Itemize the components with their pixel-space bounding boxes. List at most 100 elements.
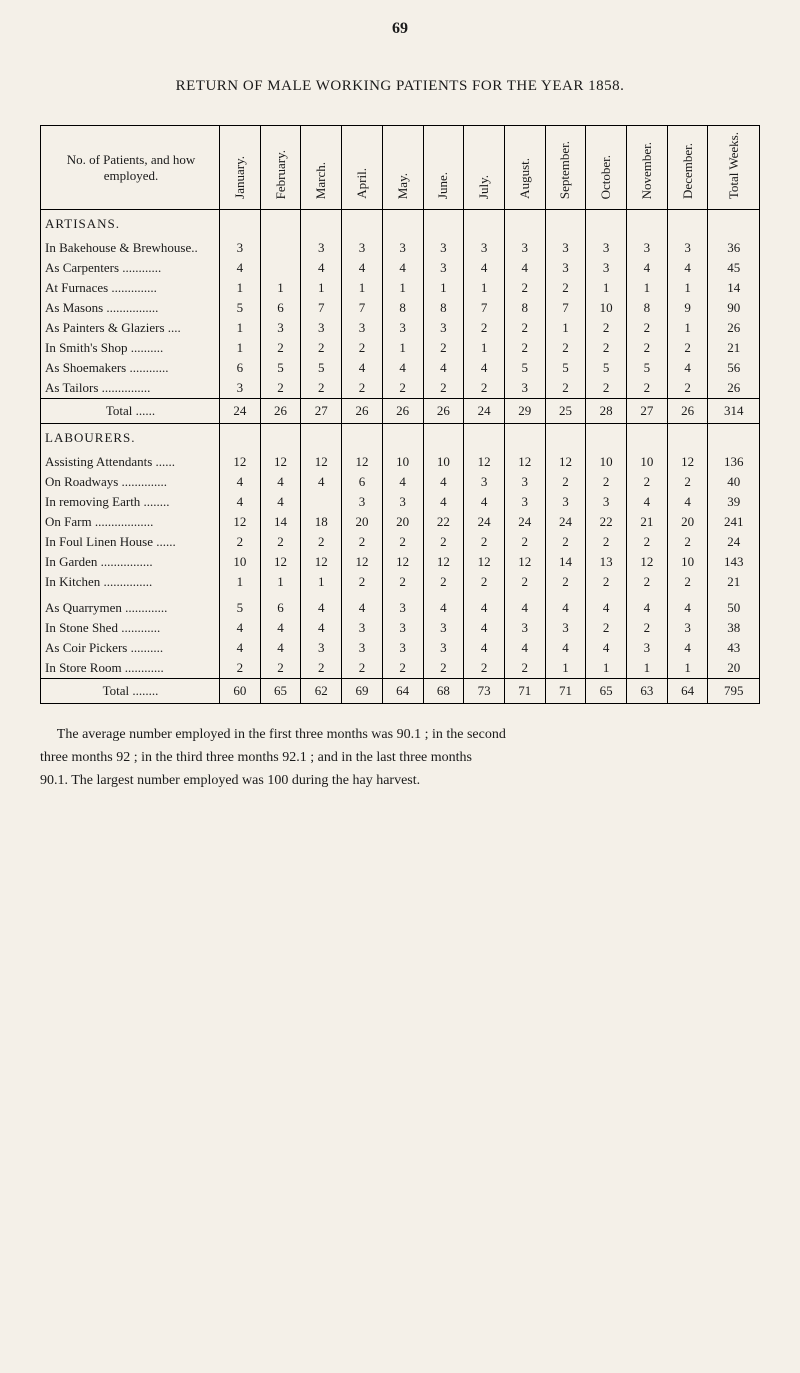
cell: 20	[667, 512, 708, 532]
cell	[627, 424, 668, 453]
cell: 6	[220, 358, 261, 378]
cell: 4	[260, 618, 301, 638]
cell: 2	[667, 472, 708, 492]
cell: 4	[627, 492, 668, 512]
cell	[504, 424, 545, 453]
cell: 3	[504, 618, 545, 638]
cell: 4	[342, 598, 383, 618]
table-row: In Garden ................10121212121212…	[41, 552, 760, 572]
cell: 3	[545, 492, 586, 512]
cell: 2	[627, 532, 668, 552]
cell: 2	[545, 572, 586, 592]
cell: 4	[301, 618, 342, 638]
cell: 2	[545, 532, 586, 552]
page-number: 69	[40, 20, 760, 38]
cell: 4	[545, 638, 586, 658]
col-february: February.	[260, 126, 301, 210]
row-label: Total ........	[41, 679, 220, 704]
cell: 2	[627, 378, 668, 399]
cell: 4	[220, 492, 261, 512]
cell: 2	[504, 338, 545, 358]
cell: 9	[667, 298, 708, 318]
cell: 3	[627, 638, 668, 658]
cell: 1	[260, 572, 301, 592]
table-row: In Foul Linen House ......22222222222224	[41, 532, 760, 552]
cell	[545, 424, 586, 453]
cell: 4	[260, 472, 301, 492]
cell: 3	[423, 618, 464, 638]
cell: 4	[667, 492, 708, 512]
cell: 3	[464, 472, 505, 492]
col-total: Total Weeks.	[708, 126, 760, 210]
cell: 71	[545, 679, 586, 704]
cell: 4	[504, 258, 545, 278]
cell: 4	[667, 598, 708, 618]
cell: 5	[220, 298, 261, 318]
cell: 3	[464, 238, 505, 258]
cell: 26	[423, 399, 464, 424]
cell: 13	[586, 552, 627, 572]
col-january: January.	[220, 126, 261, 210]
cell: 20	[708, 658, 760, 679]
cell: 2	[627, 572, 668, 592]
cell: 3	[342, 318, 383, 338]
cell: 71	[504, 679, 545, 704]
cell	[301, 424, 342, 453]
cell: 10	[382, 452, 423, 472]
cell: 3	[423, 238, 464, 258]
cell: 5	[220, 598, 261, 618]
table-row: In Stone Shed ............44433343322338	[41, 618, 760, 638]
cell: 1	[545, 658, 586, 679]
cell: 26	[667, 399, 708, 424]
cell: 50	[708, 598, 760, 618]
cell: 4	[382, 358, 423, 378]
cell: 24	[504, 512, 545, 532]
table-row: Assisting Attendants ......1212121210101…	[41, 452, 760, 472]
cell: 22	[423, 512, 464, 532]
cell: 10	[423, 452, 464, 472]
cell: 2	[301, 658, 342, 679]
cell: 3	[504, 472, 545, 492]
cell: 2	[382, 532, 423, 552]
cell	[260, 238, 301, 258]
row-label: As Quarrymen .............	[41, 598, 220, 618]
cell: 10	[627, 452, 668, 472]
table-row: In Kitchen ...............11122222222221	[41, 572, 760, 592]
cell: 2	[586, 618, 627, 638]
cell: 4	[220, 472, 261, 492]
cell: 18	[301, 512, 342, 532]
cell: 26	[342, 399, 383, 424]
cell: 2	[504, 532, 545, 552]
cell: 12	[342, 452, 383, 472]
cell: 2	[342, 572, 383, 592]
cell: 2	[220, 532, 261, 552]
header-row: No. of Patients, and how employed. Janua…	[41, 126, 760, 210]
cell	[342, 424, 383, 453]
cell: 12	[301, 452, 342, 472]
cell: 12	[464, 452, 505, 472]
cell: 2	[423, 338, 464, 358]
cell: 12	[423, 552, 464, 572]
cell: 3	[220, 238, 261, 258]
cell: 1	[667, 658, 708, 679]
footnote: The average number employed in the first…	[40, 724, 760, 791]
cell: 3	[667, 238, 708, 258]
cell: 4	[464, 618, 505, 638]
cell: 3	[382, 238, 423, 258]
cell: 21	[708, 572, 760, 592]
patients-table: No. of Patients, and how employed. Janua…	[40, 125, 760, 704]
cell: 3	[504, 238, 545, 258]
cell: 12	[342, 552, 383, 572]
cell: 12	[260, 452, 301, 472]
footnote-line: The average number employed in the first…	[40, 724, 760, 745]
cell: 2	[586, 472, 627, 492]
cell	[708, 424, 760, 453]
cell: 314	[708, 399, 760, 424]
table-row: In removing Earth ........4433443334439	[41, 492, 760, 512]
cell: 38	[708, 618, 760, 638]
cell: 4	[504, 598, 545, 618]
cell: 3	[382, 318, 423, 338]
cell: 3	[301, 638, 342, 658]
table-row: Total ........60656269646873717165636479…	[41, 679, 760, 704]
cell: 3	[627, 238, 668, 258]
